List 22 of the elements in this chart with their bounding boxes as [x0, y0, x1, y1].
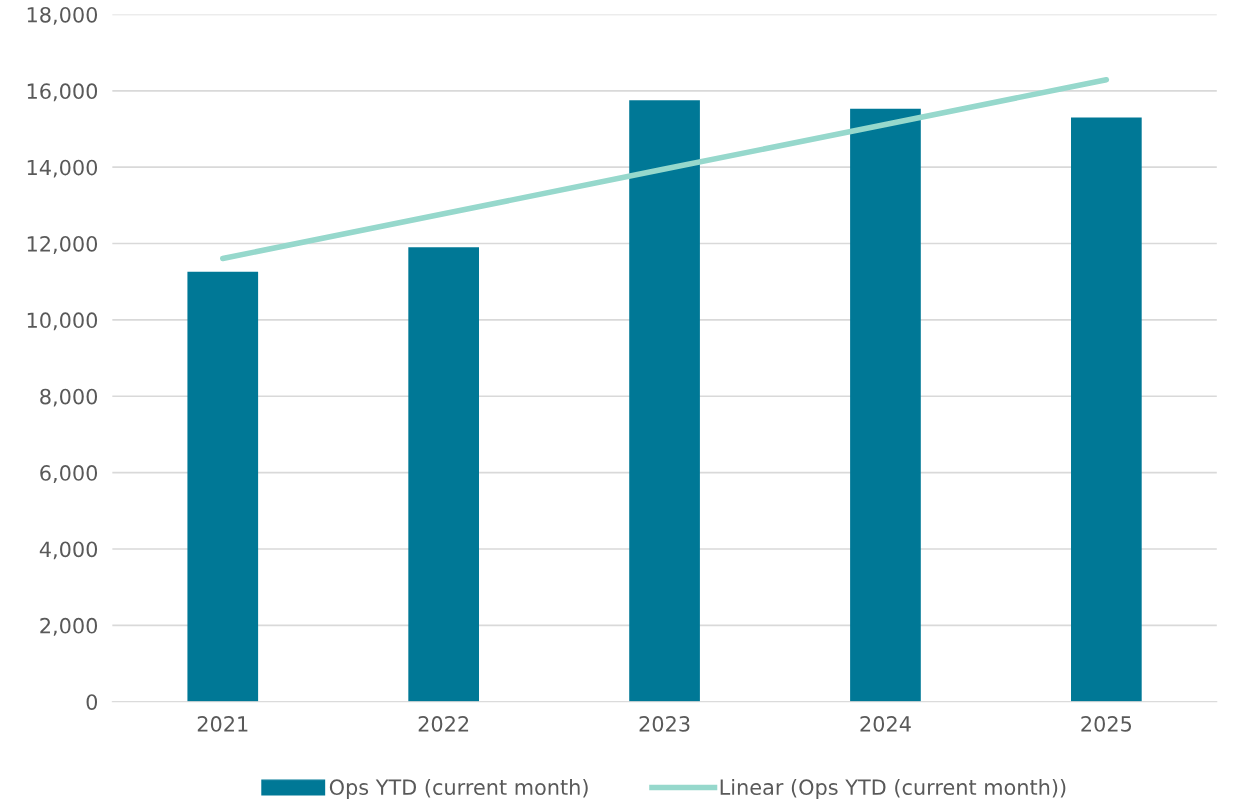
y-tick-label: 16,000 [27, 83, 98, 102]
bar [408, 247, 480, 702]
bar [187, 271, 259, 702]
x-tick-label: 2025 [1081, 716, 1132, 732]
legend-label: Linear (Ops YTD (current month)) [720, 778, 1066, 800]
x-tick-label: 2021 [197, 716, 248, 732]
y-tick-label: 18,000 [27, 6, 98, 25]
x-tick-label: 2022 [418, 716, 469, 732]
bar [1071, 117, 1142, 702]
y-tick-label: 2,000 [40, 617, 98, 636]
y-tick-label: 6,000 [40, 465, 98, 483]
legend-label: Ops YTD (current month) [329, 778, 588, 800]
bar [850, 108, 921, 702]
x-tick-label: 2024 [860, 716, 911, 732]
y-tick-label: 10,000 [27, 312, 98, 331]
y-tick-label: 8,000 [40, 388, 98, 407]
y-tick-label: 0 [86, 694, 98, 710]
y-tick-label: 14,000 [27, 159, 98, 178]
y-tick-label: 12,000 [27, 235, 98, 254]
bar [629, 100, 700, 702]
y-tick-label: 4,000 [39, 541, 98, 560]
x-tick-label: 2023 [639, 716, 690, 732]
